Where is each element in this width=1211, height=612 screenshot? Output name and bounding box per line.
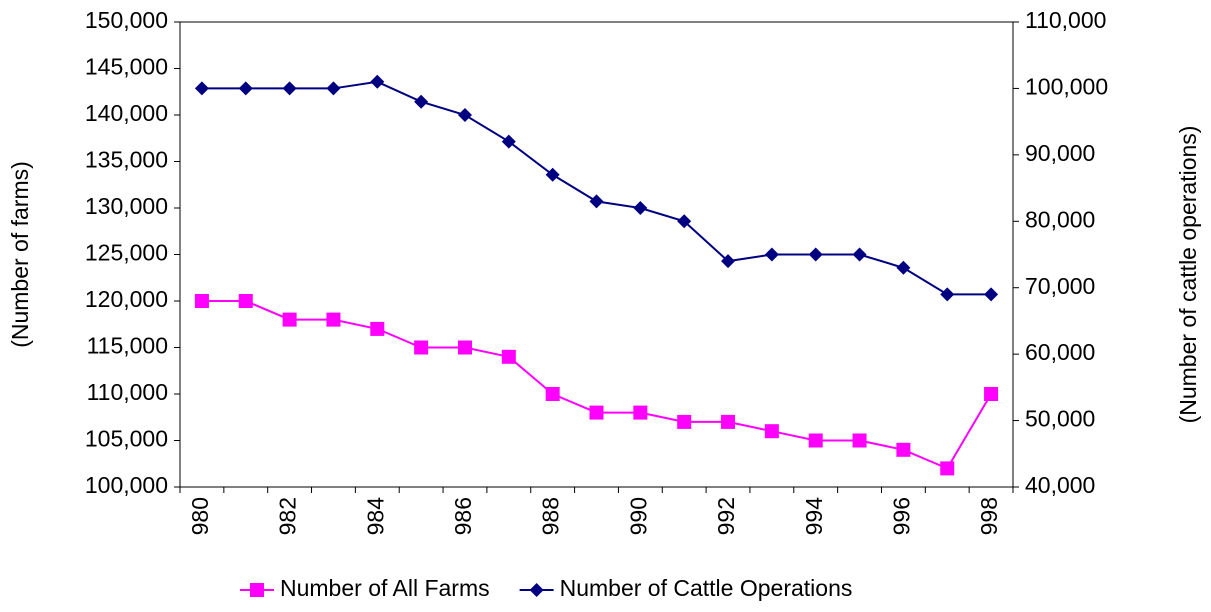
marker — [545, 167, 560, 182]
marker — [940, 287, 955, 302]
marker — [852, 247, 867, 262]
marker — [808, 247, 823, 262]
x-tick-label: 988 — [538, 497, 564, 535]
marker — [282, 81, 297, 96]
y2-axis-label: (Number of cattle operations) — [1175, 126, 1201, 424]
marker — [808, 433, 823, 448]
y-tick-label: 145,000 — [85, 54, 168, 80]
marker — [589, 194, 604, 209]
y2-tick-label: 40,000 — [1025, 472, 1095, 498]
marker — [194, 81, 209, 96]
series-line — [201, 80, 992, 296]
y-tick-label: 105,000 — [85, 426, 168, 452]
marker — [326, 81, 341, 96]
y-tick-label: 120,000 — [85, 286, 168, 312]
series-line — [201, 300, 992, 470]
y-axis-label: (Number of farms) — [7, 161, 33, 348]
y2-tick-label: 110,000 — [1025, 7, 1106, 33]
marker — [457, 108, 472, 122]
y2-tick-label: 50,000 — [1025, 406, 1095, 432]
y2-tick-label: 100,000 — [1025, 74, 1108, 100]
x-tick-label: 990 — [625, 497, 651, 535]
marker — [677, 414, 692, 429]
y2-tick-label: 60,000 — [1025, 339, 1095, 365]
marker — [414, 94, 429, 109]
marker — [896, 260, 911, 275]
marker — [677, 214, 692, 229]
marker — [764, 247, 779, 262]
marker — [940, 461, 955, 476]
marker — [764, 424, 779, 439]
marker — [633, 201, 648, 215]
y2-tick-label: 80,000 — [1025, 206, 1095, 232]
marker — [194, 294, 209, 308]
marker — [250, 583, 264, 597]
x-tick-label: 980 — [187, 497, 213, 535]
x-tick-label: 994 — [801, 497, 827, 536]
y-tick-label: 140,000 — [85, 100, 168, 126]
marker — [370, 74, 385, 89]
marker — [852, 433, 867, 448]
marker — [545, 387, 560, 401]
marker — [238, 81, 253, 96]
marker — [896, 442, 911, 457]
marker — [721, 254, 736, 269]
y-tick-label: 110,000 — [87, 379, 168, 405]
marker — [414, 340, 429, 355]
x-tick-label: 982 — [275, 497, 301, 535]
marker — [457, 340, 472, 355]
y-tick-label: 150,000 — [85, 7, 168, 33]
marker — [529, 583, 544, 597]
y-tick-label: 100,000 — [85, 472, 168, 498]
marker — [721, 414, 736, 429]
x-tick-label: 996 — [888, 497, 914, 535]
marker — [501, 134, 516, 149]
x-tick-label: 992 — [713, 497, 739, 535]
marker — [984, 387, 999, 401]
x-tick-label: 998 — [976, 497, 1002, 535]
marker — [633, 405, 648, 420]
marker — [370, 321, 385, 336]
marker — [984, 287, 999, 302]
x-tick-label: 984 — [362, 497, 388, 536]
marker — [501, 349, 516, 364]
marker — [589, 405, 604, 420]
x-tick-label: 986 — [450, 497, 476, 535]
legend-label: Number of Cattle Operations — [560, 575, 853, 601]
legend-label: Number of All Farms — [280, 575, 490, 601]
y-tick-label: 115,000 — [87, 333, 168, 359]
marker — [238, 294, 253, 308]
marker — [326, 312, 341, 327]
y-tick-label: 135,000 — [85, 147, 168, 173]
y2-tick-label: 70,000 — [1025, 273, 1095, 299]
y-tick-label: 130,000 — [85, 193, 168, 219]
y-tick-label: 125,000 — [85, 240, 168, 266]
y2-tick-label: 90,000 — [1025, 140, 1095, 166]
marker — [282, 312, 297, 327]
